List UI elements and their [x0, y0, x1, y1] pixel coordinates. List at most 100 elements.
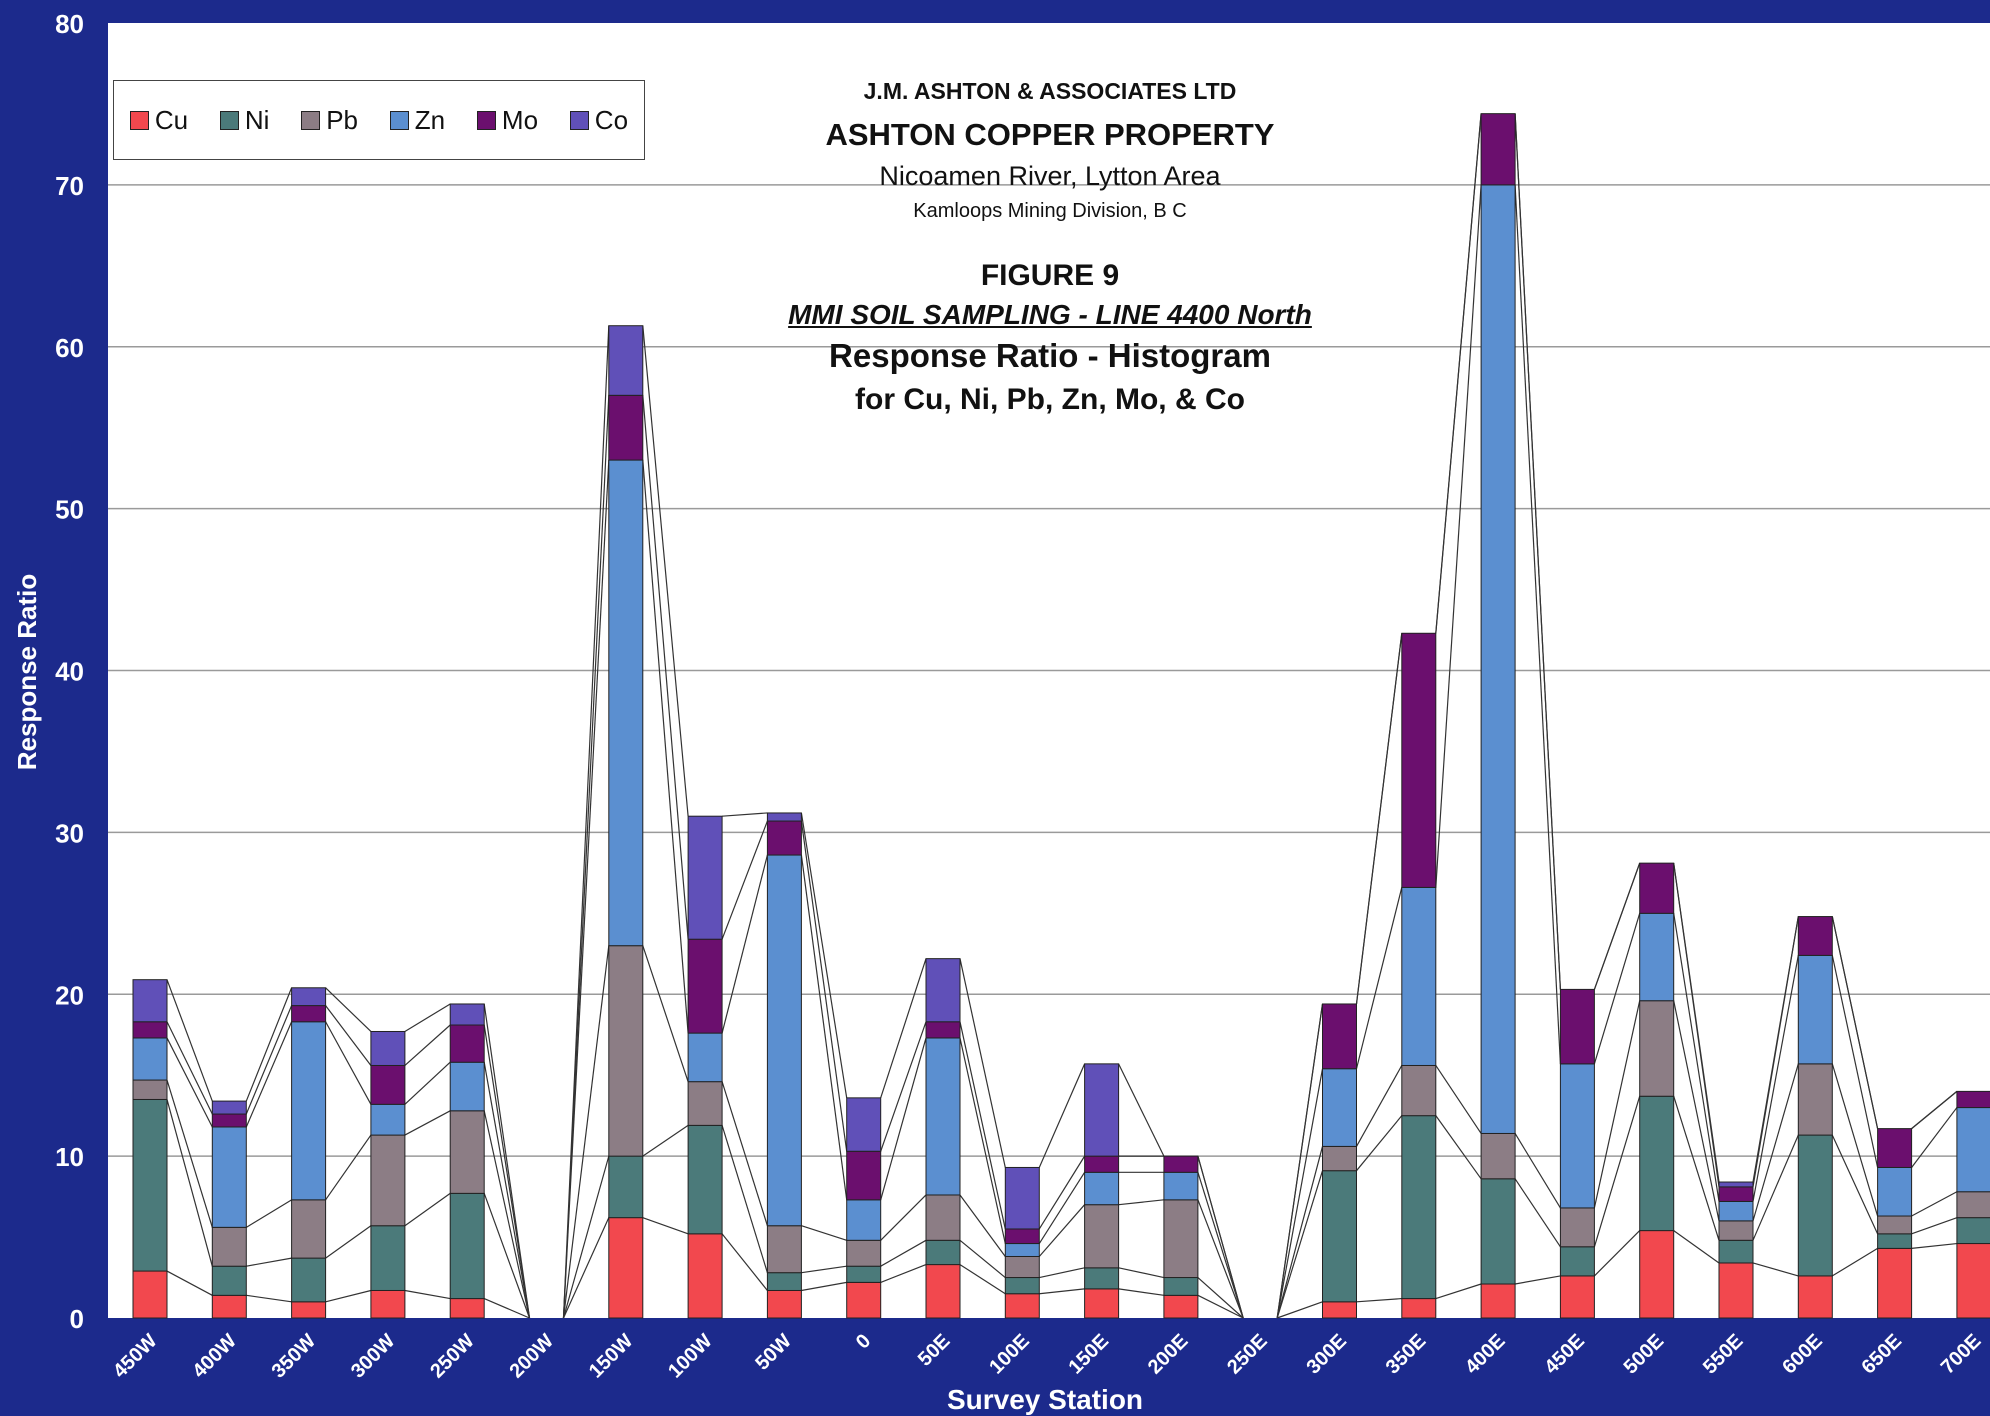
connector-line: [166, 1270, 213, 1296]
connector-line: [1118, 1063, 1165, 1157]
bar-segment-cu: [1559, 1275, 1595, 1319]
bar-segment-co: [687, 815, 723, 940]
connector-line: [1355, 633, 1403, 1005]
connector-line: [1038, 1204, 1086, 1257]
x-axis-label: Survey Station: [947, 1384, 1143, 1415]
bar-segment-pb: [1956, 1191, 1990, 1219]
x-tick-label: 300W: [347, 1330, 400, 1383]
bar-segment-pb: [1004, 1255, 1040, 1279]
bar-segment-ni: [1797, 1134, 1833, 1277]
bar-segment-ni: [846, 1265, 882, 1283]
bar-segment-cu: [449, 1298, 485, 1319]
connector-line: [246, 1294, 292, 1303]
connector-line: [1831, 916, 1879, 1129]
x-tick-label: 0: [852, 1330, 875, 1353]
connector-line: [246, 1257, 292, 1267]
connector-line: [404, 1289, 451, 1300]
bar-segment-zn: [846, 1199, 882, 1241]
connector-line: [1276, 1068, 1324, 1319]
chart-title: Response Ratio - Histogram: [829, 337, 1271, 374]
y-tick-label: 50: [55, 495, 84, 525]
bar-segment-mo: [1322, 1003, 1357, 1070]
legend-swatch: [129, 110, 149, 130]
legend-swatch: [219, 110, 239, 130]
bars: [132, 113, 1990, 1319]
connector-line: [880, 1037, 927, 1200]
connector-line: [1356, 1297, 1402, 1303]
connector-line: [483, 1193, 531, 1319]
connector-line: [245, 1199, 292, 1228]
bar-segment-ni: [1639, 1095, 1675, 1232]
legend: Cu Ni Pb Zn Mo Co: [113, 80, 645, 160]
legend-item-cu: Cu: [129, 104, 189, 136]
connector-line: [1276, 1003, 1324, 1319]
legend-label: Cu: [154, 104, 189, 135]
connector-line: [642, 945, 689, 1082]
bar-segment-ni: [1718, 1239, 1754, 1264]
bar-segment-cu: [370, 1289, 406, 1319]
connector-line: [1752, 1262, 1799, 1277]
bar-segment-pb: [687, 1081, 723, 1126]
bar-segment-pb: [291, 1199, 327, 1259]
bar-segment-mo: [1004, 1228, 1040, 1245]
bar-segment-co: [608, 325, 644, 396]
bar-segment-cu: [1718, 1262, 1754, 1319]
legend-item-ni: Ni: [219, 105, 269, 136]
connector-line: [1197, 1294, 1244, 1319]
bar-segment-zn: [211, 1126, 247, 1228]
bar-segment-ni: [1401, 1115, 1437, 1300]
connector-line: [721, 820, 768, 940]
bar-segment-co: [1718, 1181, 1754, 1188]
connector-line: [1356, 1115, 1403, 1172]
x-tick-label: 200W: [506, 1330, 559, 1383]
legend-swatch: [389, 110, 409, 130]
x-tick-label: 150E: [1065, 1330, 1114, 1379]
bar-segment-zn: [291, 1021, 327, 1201]
bar-segment-ni: [925, 1239, 961, 1266]
connector-line: [404, 1192, 451, 1227]
connector-line: [325, 1021, 372, 1105]
bar-segment-ni: [132, 1098, 168, 1272]
connector-line: [325, 1005, 372, 1066]
bar-segment-cu: [1401, 1298, 1437, 1319]
x-tick-label: 100E: [985, 1330, 1034, 1379]
connector-line: [959, 1239, 1006, 1278]
connector-line: [166, 1037, 213, 1128]
bar-segment-ni: [1956, 1217, 1990, 1245]
connector-line: [404, 1003, 451, 1032]
bar-segment-ni: [608, 1155, 644, 1219]
connector-line: [642, 1217, 689, 1235]
connector-line: [959, 1021, 1006, 1230]
bar-segment-pb: [1163, 1199, 1199, 1279]
connector-line: [1435, 113, 1482, 634]
bar-segment-cu: [132, 1270, 168, 1319]
connector-line: [880, 1264, 927, 1283]
connector-lines: [166, 113, 1958, 1319]
location: Nicoamen River, Lytton Area: [879, 161, 1221, 191]
connector-line: [325, 1289, 372, 1303]
x-tick-label: 700E: [1937, 1330, 1986, 1379]
bar-segment-co: [766, 812, 802, 822]
connector-line: [1355, 887, 1403, 1069]
bar-segment-pb: [449, 1110, 485, 1194]
bar-segment-co: [1004, 1166, 1040, 1230]
connector-line: [642, 325, 689, 817]
connector-line: [800, 812, 848, 1098]
bar-segment-pb: [1877, 1215, 1913, 1235]
connector-line: [166, 1099, 213, 1267]
bar-segment-zn: [1639, 912, 1675, 1002]
bar-segment-cu: [687, 1233, 723, 1319]
bar-segment-co: [211, 1100, 247, 1115]
bar-segment-ni: [687, 1124, 723, 1235]
connector-line: [1831, 1247, 1878, 1277]
connector-line: [1355, 1065, 1403, 1147]
connector-line: [1514, 1178, 1561, 1248]
x-tick-label: 150W: [585, 1330, 638, 1383]
connector-line: [1276, 1170, 1324, 1319]
connector-line: [325, 987, 372, 1032]
connector-line: [1673, 863, 1720, 1183]
connector-line: [880, 1194, 927, 1241]
connector-line: [1911, 1242, 1957, 1249]
connector-line: [1118, 1199, 1164, 1206]
